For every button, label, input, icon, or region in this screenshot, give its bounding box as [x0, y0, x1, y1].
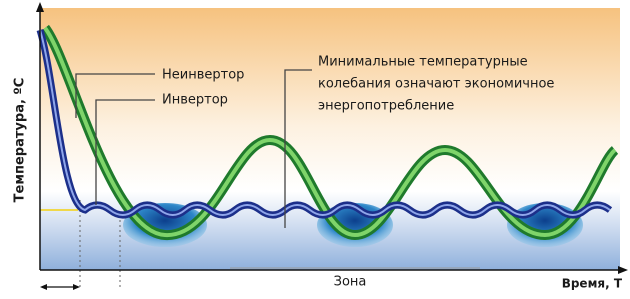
- annotation-line: Минимальные температурные: [318, 55, 528, 70]
- annotation-line: колебания означают экономичное: [318, 77, 554, 92]
- zone-label: Зона: [334, 275, 367, 290]
- x-axis-label: Время, Т: [562, 277, 623, 291]
- annotation-line: энергопотребление: [318, 99, 454, 114]
- inverter-label: Инвертор: [162, 93, 228, 108]
- y-axis-label: Температура, ºС: [13, 78, 28, 203]
- non-inverter-label: Неинвертор: [162, 68, 244, 83]
- diagram: Температура, ºС Время, Т Неинвертор Инве…: [0, 0, 630, 295]
